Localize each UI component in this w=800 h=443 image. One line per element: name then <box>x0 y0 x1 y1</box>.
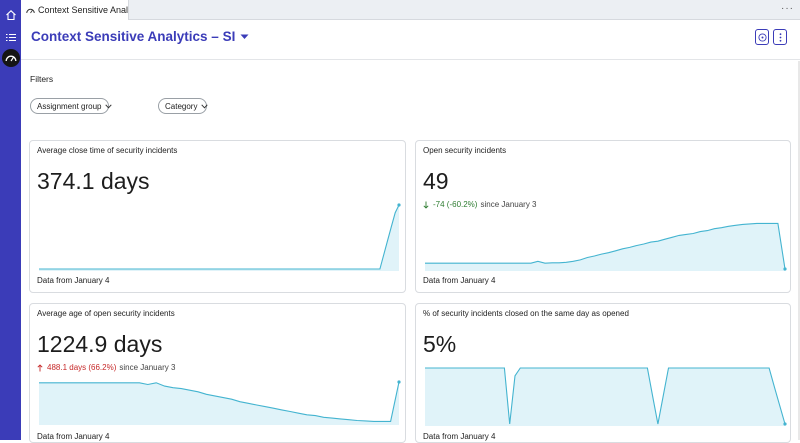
page-header: Context Sensitive Analytics – SI <box>21 20 800 60</box>
card-value: 374.1 days <box>37 168 150 194</box>
kpi-card-average-close-time[interactable]: Average close time of security incidents… <box>29 140 406 293</box>
sparkline <box>425 222 787 271</box>
filters-heading: Filters <box>30 74 54 84</box>
sparkline-area <box>425 368 785 426</box>
filter-label: Category <box>165 101 198 111</box>
sparkline-area <box>39 382 399 425</box>
list-icon[interactable] <box>0 26 21 48</box>
sparkline-endpoint <box>783 267 787 271</box>
info-icon <box>757 32 767 42</box>
filter-assignment-group[interactable]: Assignment group <box>30 98 113 114</box>
sparkline-area <box>39 205 399 271</box>
sparkline-line <box>39 204 400 270</box>
delta-period: since January 3 <box>119 363 176 372</box>
kpi-card-closed-same-day[interactable]: % of security incidents closed on the sa… <box>415 303 791 443</box>
card-value: 5% <box>423 331 457 357</box>
sparkline-endpoint <box>397 203 401 207</box>
card-title: Average close time of security incidents <box>37 146 178 155</box>
arrow-down-icon <box>423 201 429 209</box>
caret-down-icon <box>240 34 249 40</box>
card-footer: Data from January 4 <box>423 276 496 285</box>
page-title: Context Sensitive Analytics – SI <box>31 29 236 44</box>
sparkline-endpoint <box>783 422 787 426</box>
delta-value: 488.1 days (66.2%) <box>47 363 117 372</box>
filter-category[interactable]: Category <box>158 98 209 114</box>
tab-context-sensitive-analytics[interactable]: Context Sensitive Analyt... <box>21 0 129 20</box>
sparkline <box>39 380 401 425</box>
dashboard-title-dropdown[interactable]: Context Sensitive Analytics – SI <box>31 29 249 44</box>
sparkline-line <box>39 381 400 422</box>
gauge-icon <box>26 7 35 14</box>
vertical-ellipsis-icon <box>779 32 781 42</box>
card-footer: Data from January 4 <box>37 276 110 285</box>
delta-period: since January 3 <box>480 200 537 209</box>
card-delta: 488.1 days (66.2%) since January 3 <box>37 363 175 372</box>
scrollbar[interactable] <box>798 61 800 440</box>
filter-label: Assignment group <box>37 101 102 111</box>
gauge-icon[interactable] <box>0 47 21 69</box>
card-value: 1224.9 days <box>37 331 163 357</box>
delta-value: -74 (-60.2%) <box>433 200 478 209</box>
sparkline-line <box>425 222 786 270</box>
kpi-card-open-incidents[interactable]: Open security incidents 49 -74 (-60.2%) … <box>415 140 791 293</box>
chevron-down-icon <box>201 103 209 109</box>
arrow-up-icon <box>37 363 43 372</box>
card-footer: Data from January 4 <box>37 432 110 441</box>
sidebar <box>0 0 21 440</box>
home-icon[interactable] <box>0 4 21 26</box>
sparkline <box>39 203 401 271</box>
card-title: Open security incidents <box>423 146 507 155</box>
gauge-button[interactable] <box>1 49 20 67</box>
card-footer: Data from January 4 <box>423 432 496 441</box>
dashboard-content: Filters Assignment group Category Averag… <box>21 61 800 443</box>
card-title: % of security incidents closed on the sa… <box>423 309 629 318</box>
chevron-down-icon <box>105 103 113 109</box>
tab-bar: Context Sensitive Analyt... ··· <box>21 0 800 20</box>
kpi-card-average-age-open[interactable]: Average age of open security incidents 1… <box>29 303 406 443</box>
card-value: 49 <box>423 168 449 194</box>
sparkline-line <box>425 367 786 425</box>
more-options-button[interactable] <box>773 29 787 45</box>
more-tabs-button[interactable]: ··· <box>781 3 794 14</box>
sparkline-endpoint <box>397 380 401 384</box>
info-button[interactable] <box>755 29 769 45</box>
sparkline <box>425 367 787 426</box>
tab-label: Context Sensitive Analyt... <box>38 5 129 15</box>
card-delta: -74 (-60.2%) since January 3 <box>423 200 537 209</box>
sparkline-area <box>425 223 785 271</box>
card-title: Average age of open security incidents <box>37 309 175 318</box>
